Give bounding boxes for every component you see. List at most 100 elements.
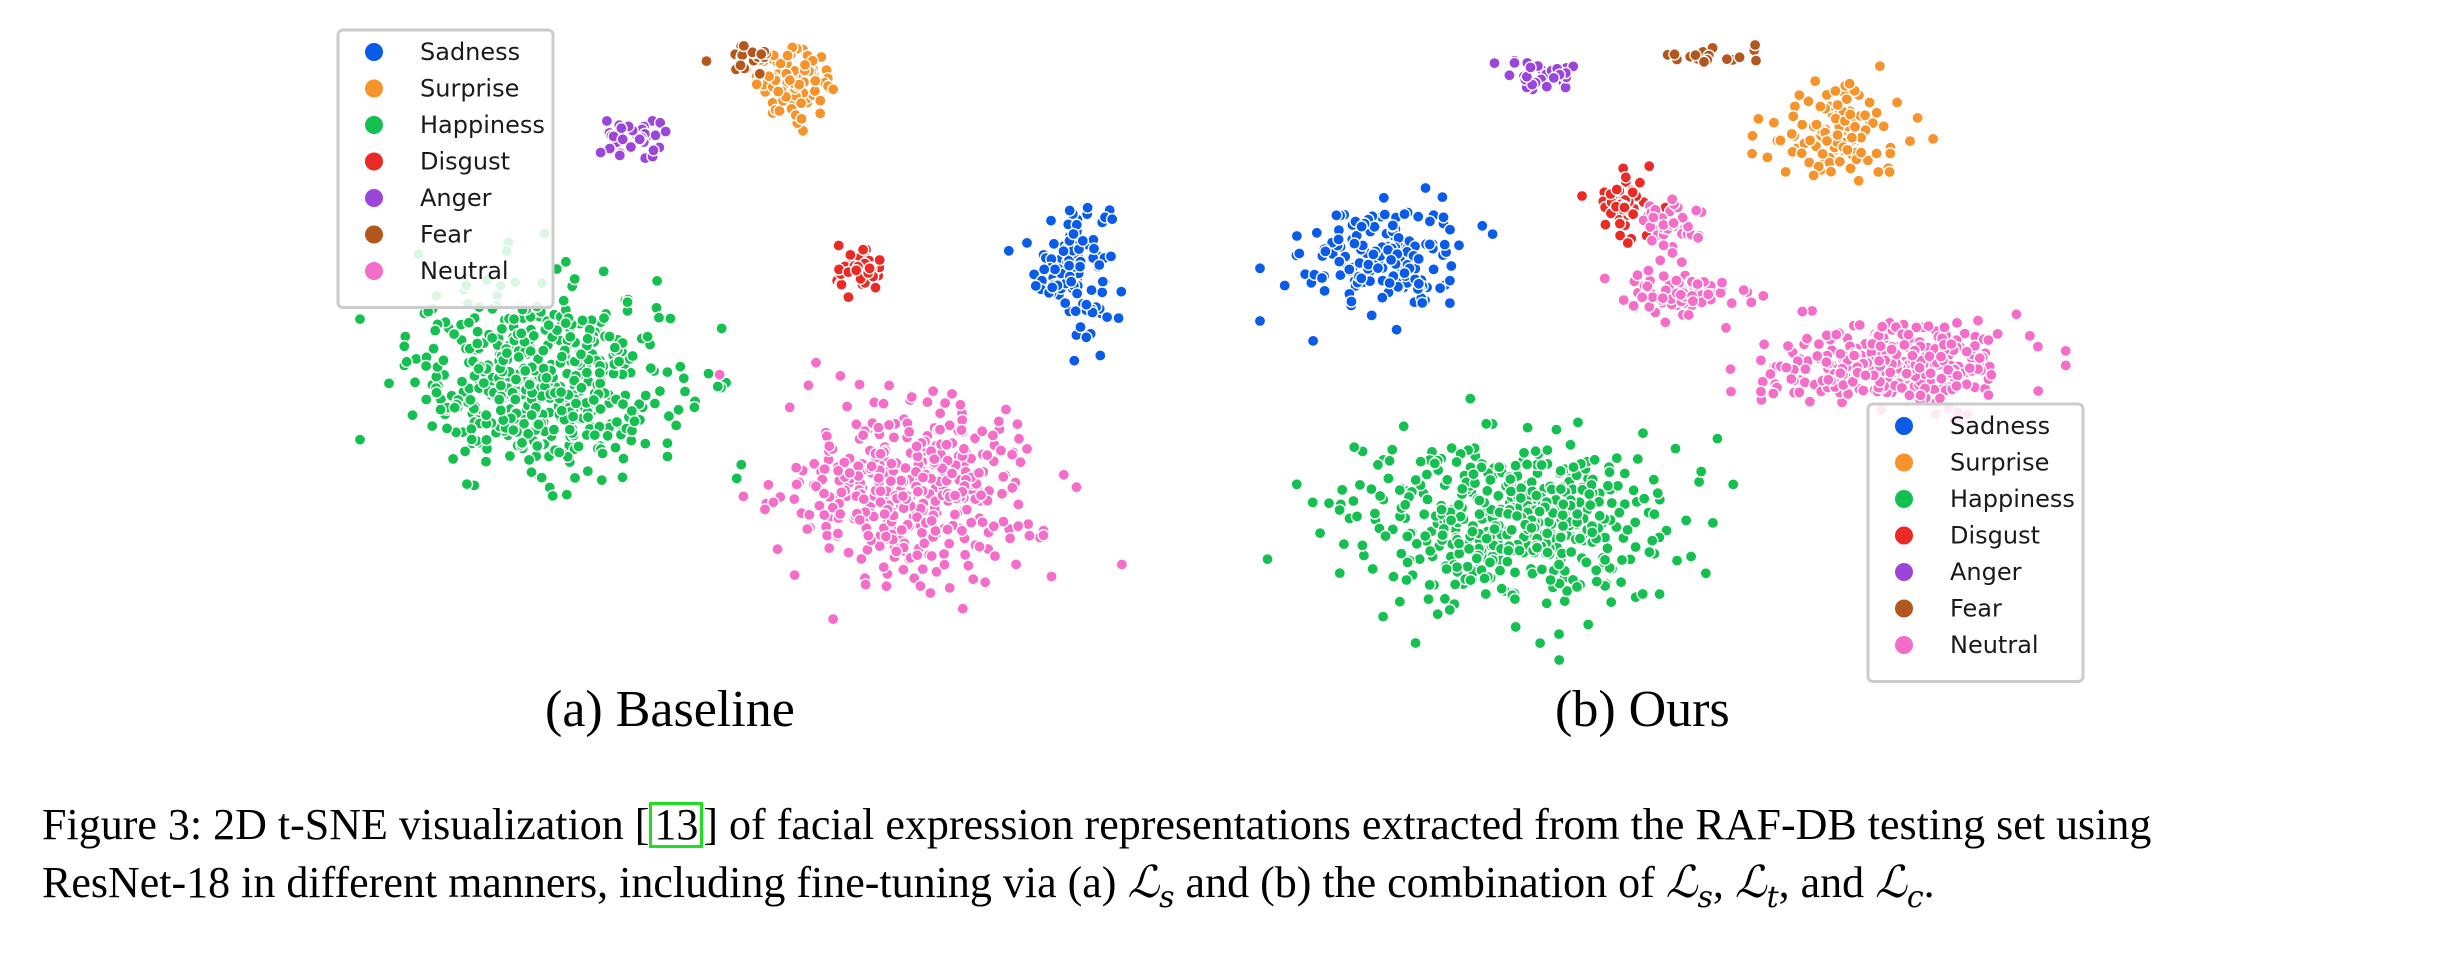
scatter-point [1347, 494, 1360, 508]
scatter-point [843, 466, 857, 480]
scatter-point [755, 47, 768, 61]
scatter-point [524, 344, 537, 358]
scatter-point [1694, 465, 1708, 478]
scatter-point [1645, 534, 1659, 547]
scatter-point [353, 312, 367, 326]
scatter-point [1513, 544, 1526, 557]
scatter-point [641, 330, 654, 343]
scatter-point [1104, 250, 1118, 263]
scatter-point [1584, 498, 1597, 512]
scatter-point [434, 403, 447, 416]
scatter-point [826, 83, 840, 96]
scatter-point [1411, 210, 1425, 223]
scatter-point [2031, 384, 2045, 398]
scatter-point [1433, 281, 1447, 295]
scatter-point [822, 541, 836, 555]
caption-text: . [1923, 858, 1935, 907]
scatter-point [664, 312, 677, 325]
scatter-point [653, 116, 667, 130]
scatter-point [1604, 595, 1618, 609]
scatter-point [1646, 290, 1659, 304]
scatter-point [1383, 454, 1396, 468]
scatter-point [1841, 143, 1854, 157]
scatter-point [1356, 539, 1369, 552]
scatter-point [1096, 275, 1110, 288]
scatter-point [568, 471, 582, 485]
scatter-point [595, 473, 609, 487]
scatter-point [1045, 570, 1058, 583]
scatter-point [997, 470, 1010, 484]
scatter-point [1657, 238, 1670, 252]
scatter-point [1448, 578, 1462, 591]
scatter-point [661, 450, 674, 463]
scatter-point [890, 545, 903, 558]
scatter-point [1371, 261, 1385, 275]
scatter-point [1417, 507, 1431, 521]
legend-marker [1895, 526, 1913, 545]
scatter-point [1628, 516, 1642, 529]
caption-text: , [1712, 858, 1735, 907]
scatter-point [1774, 134, 1787, 147]
scatter-point [1371, 458, 1385, 472]
legend-label: Neutral [420, 257, 509, 285]
scatter-point [465, 433, 479, 446]
scatter-point [734, 59, 747, 72]
scatter-point [918, 537, 931, 550]
scatter-point [1895, 381, 1909, 395]
scatter-point [1023, 529, 1036, 543]
scatter-point [465, 422, 478, 436]
scatter-point [574, 347, 588, 361]
scatter-point [597, 311, 611, 325]
scatter-point [408, 375, 422, 389]
scatter-point [566, 410, 580, 423]
scatter-point [1803, 134, 1817, 147]
scatter-point [1444, 514, 1458, 527]
scatter-point [1483, 556, 1497, 569]
scatter-point [823, 439, 836, 453]
scatter-point [1922, 319, 1935, 333]
scatter-point [1479, 587, 1493, 601]
scatter-point [1870, 106, 1883, 120]
scatter-point [1330, 208, 1343, 222]
scatter-point [580, 366, 594, 379]
scatter-point [1626, 185, 1639, 199]
scatter-point [1571, 416, 1585, 429]
scatter-point [1941, 363, 1955, 377]
scatter-point [1455, 482, 1469, 496]
scatter-point [1445, 259, 1458, 273]
scatter-point [1544, 573, 1557, 587]
scatter-point [992, 415, 1006, 428]
scatter-point [730, 472, 744, 485]
scatter-point [862, 529, 875, 542]
scatter-point [1081, 201, 1094, 214]
scatter-point [1802, 95, 1815, 108]
loss-subscript: c [1906, 879, 1924, 915]
scatter-point [1014, 455, 1027, 469]
scatter-point [930, 565, 943, 579]
scatter-point [1621, 236, 1635, 250]
scatter-point [1822, 373, 1835, 387]
scatter-point [1554, 531, 1568, 544]
scatter-point [1847, 349, 1861, 362]
legend-label: Fear [420, 221, 472, 249]
scatter-point [948, 489, 962, 502]
scatter-point [1785, 372, 1798, 386]
scatter-point [600, 114, 614, 128]
scatter-point [1598, 272, 1612, 285]
scatter-point [661, 365, 674, 379]
scatter-point [1724, 385, 1738, 398]
scatter-point [1554, 482, 1568, 496]
scatter-point [1306, 496, 1319, 509]
scatter-point [1318, 284, 1331, 298]
scatter-point [1556, 508, 1570, 522]
scatter-point [758, 503, 772, 516]
scatter-point [1076, 234, 1090, 248]
scatter-point [995, 487, 1009, 501]
scatter-point [1345, 295, 1358, 308]
scatter-point [1877, 120, 1890, 133]
citation-link[interactable]: 13 [649, 802, 704, 848]
scatter-point [661, 436, 674, 450]
scatter-point [608, 341, 622, 354]
scatter-point [500, 346, 514, 360]
scatter-point [1420, 468, 1434, 481]
